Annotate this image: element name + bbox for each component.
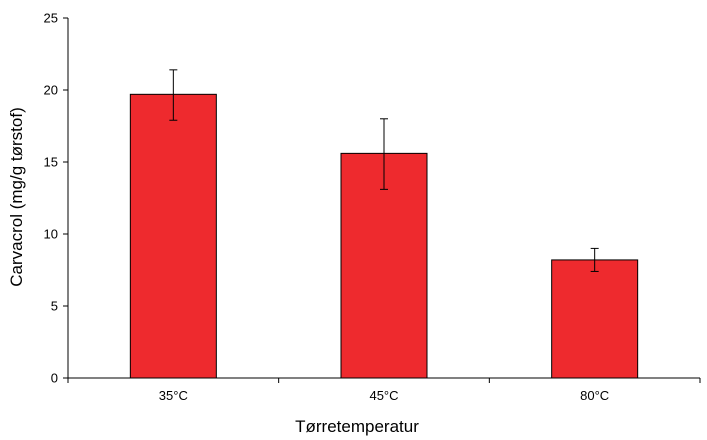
error-bar — [590, 247, 599, 272]
axes-layer — [67, 18, 700, 379]
error-bar — [169, 69, 178, 121]
y-tick-label: 25 — [44, 11, 58, 26]
y-tick-label: 10 — [44, 227, 58, 242]
x-tick-label: 45°C — [369, 388, 398, 403]
bar — [340, 152, 428, 379]
x-tick-label: 35°C — [159, 388, 188, 403]
x-ticks: 35°C 45°C 80°C — [67, 378, 701, 403]
x-axis-title: Tørretemperatur — [295, 417, 419, 436]
y-tick-label: 20 — [44, 83, 58, 98]
y-tick-label: 15 — [44, 155, 58, 170]
y-ticks: 0 5 10 15 20 25 — [44, 11, 68, 386]
y-axis-title: Carvacrol (mg/g tørstof) — [7, 107, 26, 286]
error-bar — [380, 118, 388, 190]
y-tick-label: 0 — [51, 371, 58, 386]
bar — [551, 259, 639, 379]
x-tick-label: 80°C — [580, 388, 609, 403]
bars-layer — [129, 69, 639, 379]
bar — [129, 93, 217, 379]
y-tick-label: 5 — [51, 299, 58, 314]
